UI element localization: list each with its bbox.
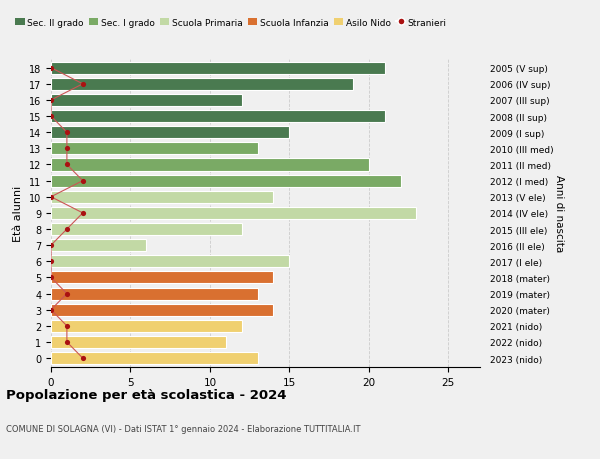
Bar (51, 320, 242, 332)
Point (62, 129, 71, 137)
Bar (51, 272, 274, 284)
Bar (51, 127, 289, 139)
Point (46, 306, 56, 313)
Point (62, 226, 71, 233)
Point (62, 339, 71, 346)
Point (62, 146, 71, 153)
Bar (51, 159, 369, 171)
Bar (51, 224, 242, 235)
Point (46, 274, 56, 281)
Point (78, 81, 88, 88)
Bar (51, 256, 289, 268)
Point (46, 97, 56, 104)
Point (46, 194, 56, 201)
Point (46, 242, 56, 249)
Bar (51, 336, 226, 348)
Point (78, 178, 88, 185)
Legend: Sec. II grado, Sec. I grado, Scuola Primaria, Scuola Infanzia, Asilo Nido, Stran: Sec. II grado, Sec. I grado, Scuola Prim… (12, 15, 451, 31)
Bar (51, 191, 274, 203)
Bar (51, 240, 146, 252)
Point (62, 323, 71, 330)
Bar (51, 111, 385, 123)
Y-axis label: Anni di nascita: Anni di nascita (554, 175, 565, 252)
Point (62, 290, 71, 297)
Bar (51, 95, 242, 107)
Point (78, 210, 88, 217)
Bar (51, 62, 385, 74)
Point (46, 65, 56, 72)
Bar (51, 78, 353, 91)
Text: COMUNE DI SOLAGNA (VI) - Dati ISTAT 1° gennaio 2024 - Elaborazione TUTTITALIA.IT: COMUNE DI SOLAGNA (VI) - Dati ISTAT 1° g… (6, 425, 361, 434)
Bar (51, 207, 416, 219)
Point (46, 258, 56, 265)
Point (46, 113, 56, 121)
Point (78, 355, 88, 362)
Text: Popolazione per età scolastica - 2024: Popolazione per età scolastica - 2024 (6, 388, 287, 401)
Point (62, 162, 71, 169)
Bar (51, 304, 274, 316)
Bar (51, 353, 257, 364)
Y-axis label: Età alunni: Età alunni (13, 185, 23, 241)
Bar (51, 175, 401, 187)
Bar (51, 143, 257, 155)
Bar (51, 288, 257, 300)
